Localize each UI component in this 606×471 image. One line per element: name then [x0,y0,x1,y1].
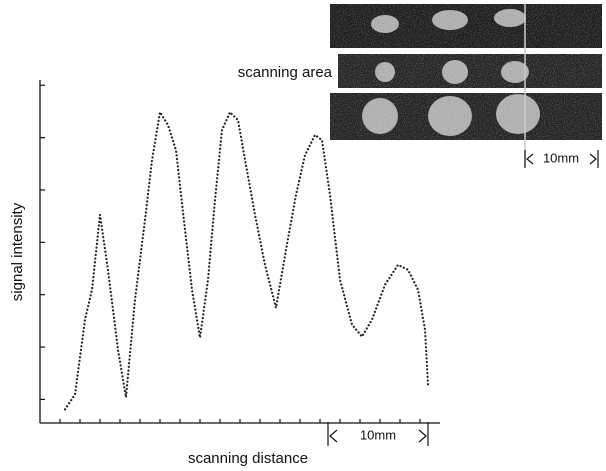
y-axis-label: signal intensity [9,202,26,301]
data-line [63,109,430,411]
inset-scale-bar [524,150,599,168]
plot-scale-bar [327,422,429,446]
scale-label: 10mm [543,150,579,165]
inset-label: scanning area [238,64,333,81]
inset-image [330,4,602,166]
scale-label: 10mm [360,427,396,442]
x-axis-label: scanning distance [188,450,308,467]
